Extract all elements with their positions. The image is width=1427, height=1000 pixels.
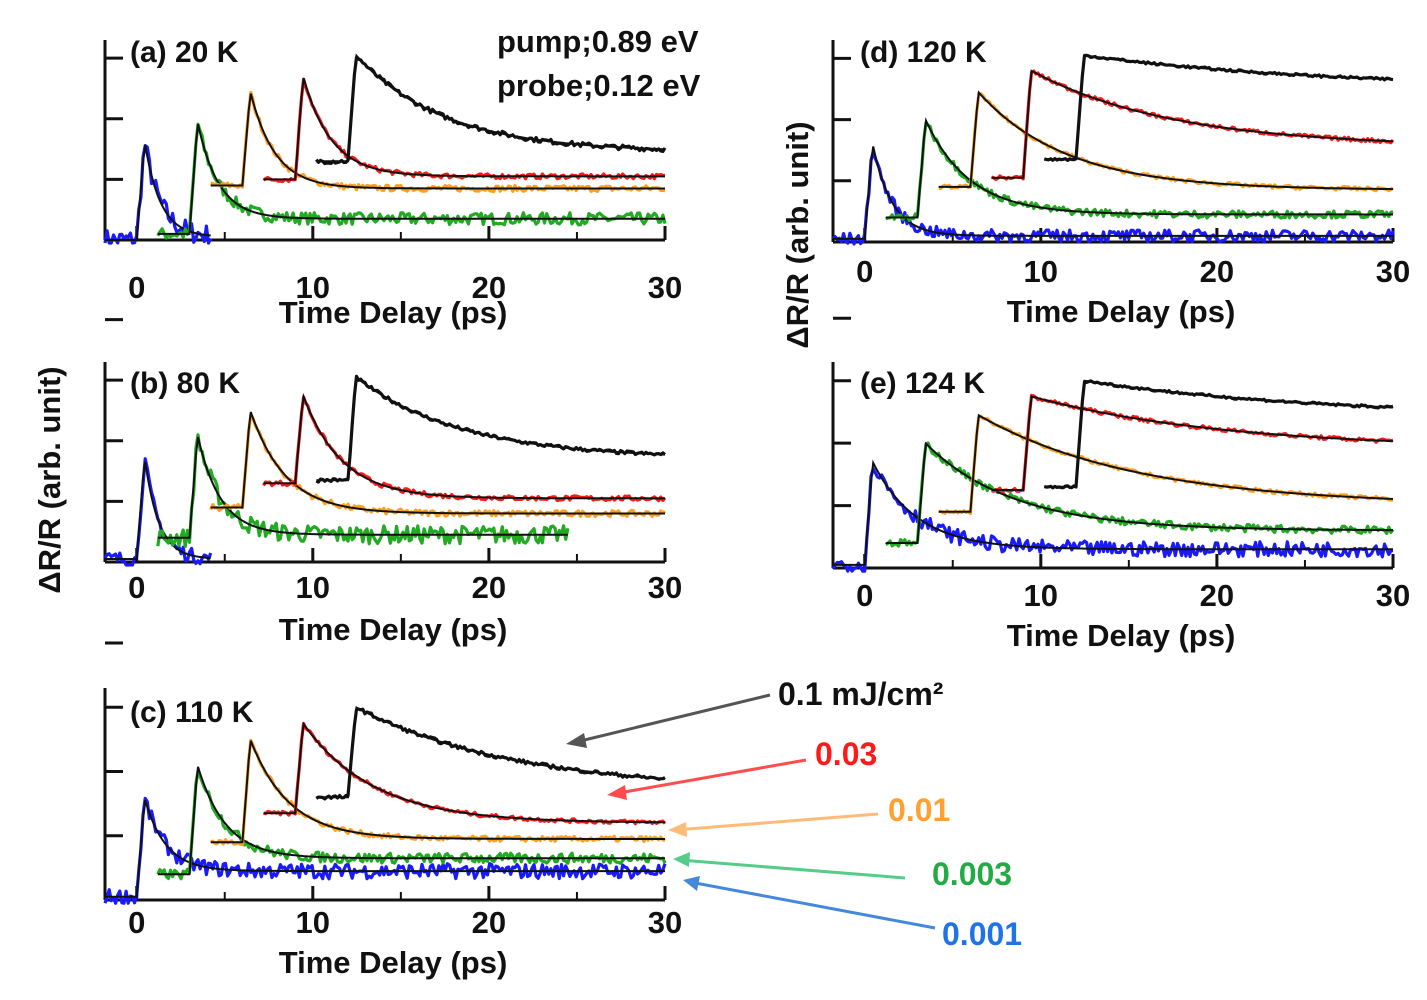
x-tick-label: 10 [296, 270, 330, 305]
series-0.01-data [209, 413, 667, 519]
series-0.001-data [103, 144, 213, 245]
series-0.1-fit [316, 375, 666, 482]
series-0.03-data [990, 393, 1394, 494]
series-0.001-fit [105, 800, 665, 898]
x-tick-label: 10 [296, 905, 330, 940]
series-0.003-fit [157, 123, 665, 235]
panel-label: (a) 20 K [130, 36, 239, 69]
series-0.01-fit [210, 93, 665, 190]
legend-arrowhead-0.03 [607, 785, 627, 800]
legend-label-0.003: 0.003 [932, 856, 1012, 892]
x-axis-title: Time Delay (ps) [1007, 294, 1236, 329]
series-0.001-fit [105, 461, 211, 560]
x-tick-label: 0 [856, 578, 873, 613]
probe-annotation: probe;0.12 eV [497, 68, 701, 103]
legend-label-0.01: 0.01 [888, 792, 950, 828]
series-0.1-data [1044, 53, 1394, 162]
legend-arrow-0.1 [571, 693, 771, 745]
x-tick-label: 20 [472, 570, 506, 605]
pump-annotation: pump;0.89 eV [497, 24, 699, 59]
series-0.01-data [938, 92, 1394, 193]
series-0.001-fit [833, 146, 1393, 240]
series-0.01-fit [938, 90, 1393, 191]
series-0.003-data [156, 122, 667, 240]
legend-label-0.03: 0.03 [815, 736, 877, 772]
series-0.03-fit [263, 77, 665, 181]
legend-label-0.1: 0.1 mJ/cm² [778, 676, 943, 712]
x-tick-label: 20 [472, 905, 506, 940]
x-axis-title: Time Delay (ps) [1007, 618, 1236, 653]
x-tick-label: 10 [296, 570, 330, 605]
panels-group: 0 10 20 30 Time Delay (ps) (a) 20 K 0 10 20 30 Tim… [103, 36, 1410, 980]
x-tick-label: 30 [1376, 254, 1410, 289]
series-0.01-fit [210, 411, 665, 515]
legend-arrowhead-0.001 [683, 876, 700, 891]
x-tick-label: 30 [648, 570, 682, 605]
fluence-legend: 0.1 mJ/cm² 0.03 0.01 0.003 0.001 [566, 676, 1022, 952]
legend-arrow-0.01 [674, 812, 879, 832]
x-tick-label: 0 [128, 270, 145, 305]
x-tick-label: 30 [648, 905, 682, 940]
series-0.1-data [315, 707, 666, 801]
x-axis-title: Time Delay (ps) [279, 295, 508, 330]
x-tick-label: 30 [648, 270, 682, 305]
x-tick-label: 0 [128, 905, 145, 940]
x-tick-label: 30 [1376, 578, 1410, 613]
legend-arrow-0.03 [612, 758, 807, 796]
series-0.03-fit [991, 69, 1394, 179]
series-0.001-data [103, 796, 667, 905]
legend-arrowhead-0.01 [668, 822, 687, 837]
panel-b-80-k: 0 10 20 30 Time Delay (ps) (b) 80 K [103, 318, 682, 647]
panel-label: (d) 120 K [860, 36, 987, 69]
series-0.01-fit [210, 740, 665, 844]
panel-d-120-k: 0 10 20 30 Time Delay (ps) (d) 120 K [831, 36, 1410, 329]
x-axis-title: Time Delay (ps) [279, 945, 508, 980]
panel-e-124-k: 0 10 20 30 Time Delay (ps) (e) 124 K [831, 316, 1410, 653]
legend-label-0.001: 0.001 [942, 916, 1022, 952]
series-0.1-fit [316, 53, 665, 163]
series-0.003-data [156, 769, 667, 881]
series-0.1-fit [1044, 379, 1394, 488]
series-0.01-fit [938, 413, 1394, 513]
series-0.003-fit [157, 436, 568, 539]
series-0.1-fit [1044, 54, 1394, 161]
series-0.001-fit [105, 144, 211, 241]
panel-label: (b) 80 K [130, 367, 240, 400]
legend-arrow-0.001 [689, 880, 936, 930]
x-tick-label: 20 [472, 270, 506, 305]
x-tick-label: 0 [128, 570, 145, 605]
legend-arrowhead-0.1 [566, 733, 587, 748]
x-tick-label: 0 [856, 254, 873, 289]
series-0.03-fit [991, 395, 1394, 491]
panel-label: (c) 110 K [130, 696, 254, 729]
x-tick-label: 20 [1200, 254, 1234, 289]
series-0.1-data [315, 374, 666, 484]
series-0.03-fit [263, 392, 665, 500]
series-0.003-data [156, 433, 570, 549]
y-axis-title-right: ΔR/R (arb. unit) [780, 121, 815, 348]
series-0.03-data [262, 395, 667, 503]
x-tick-label: 10 [1024, 254, 1058, 289]
panel-c-110-k: 0 10 20 30 Time Delay (ps) (c) 110 K [103, 641, 682, 980]
x-axis-title: Time Delay (ps) [279, 612, 508, 647]
x-tick-label: 10 [1024, 578, 1058, 613]
x-tick-label: 20 [1200, 578, 1234, 613]
panel-label: (e) 124 K [860, 367, 985, 400]
panel-a-20-k: 0 10 20 30 Time Delay (ps) (a) 20 K [103, 36, 682, 330]
series-0.1-fit [316, 706, 666, 799]
series-0.03-data [990, 69, 1395, 181]
y-axis-title-left: ΔR/R (arb. unit) [32, 366, 67, 593]
series-0.003-fit [885, 441, 1393, 544]
legend-arrow-0.003 [679, 858, 906, 880]
series-0.03-fit [263, 721, 665, 824]
legend-arrowhead-0.003 [673, 852, 690, 867]
series-0.001-fit [833, 459, 1393, 566]
